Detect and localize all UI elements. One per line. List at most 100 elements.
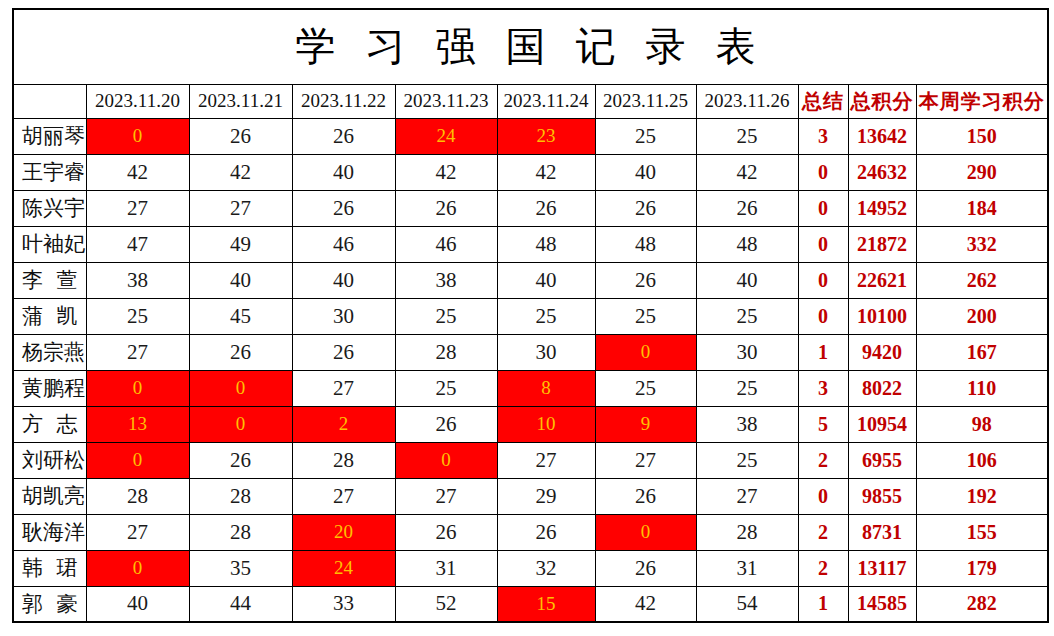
score-cell: 31	[395, 550, 497, 586]
score-cell: 15	[497, 586, 595, 622]
score-cell: 0	[86, 442, 189, 478]
student-name: 叶袖妃	[13, 226, 86, 262]
total-points-cell: 14952	[848, 190, 916, 226]
table-row: 蒲凯 25 45 30 25 25 25 25 0 10100 200	[13, 298, 1048, 334]
score-cell: 25	[86, 298, 189, 334]
score-cell: 25	[696, 370, 798, 406]
score-cell: 0	[86, 370, 189, 406]
title-row: 学 习 强 国 记 录 表	[13, 9, 1048, 84]
score-cell: 26	[497, 190, 595, 226]
score-cell: 27	[595, 442, 696, 478]
score-cell: 26	[595, 190, 696, 226]
student-name: 陈兴宇	[13, 190, 86, 226]
score-cell: 26	[696, 190, 798, 226]
score-cell: 26	[395, 190, 497, 226]
score-cell: 0	[86, 118, 189, 154]
score-cell: 35	[189, 550, 292, 586]
score-cell: 26	[292, 118, 395, 154]
score-cell: 0	[595, 514, 696, 550]
score-cell: 0	[86, 550, 189, 586]
score-cell: 25	[696, 118, 798, 154]
score-cell: 13	[86, 406, 189, 442]
score-cell: 25	[395, 298, 497, 334]
score-cell: 26	[292, 190, 395, 226]
study-record-table: 学 习 强 国 记 录 表 2023.11.20 2023.11.21 2023…	[12, 8, 1049, 623]
score-cell: 23	[497, 118, 595, 154]
table-row: 胡丽琴 0 26 26 24 23 25 25 3 13642 150	[13, 118, 1048, 154]
score-cell: 29	[497, 478, 595, 514]
document-canvas: 学 习 强 国 记 录 表 2023.11.20 2023.11.21 2023…	[0, 0, 1054, 636]
total-points-cell: 22621	[848, 262, 916, 298]
score-cell: 40	[292, 154, 395, 190]
score-cell: 0	[595, 334, 696, 370]
summary-cell: 1	[798, 334, 848, 370]
column-header-total-points: 总积分	[848, 84, 916, 118]
summary-cell: 1	[798, 586, 848, 622]
week-points-cell: 155	[916, 514, 1048, 550]
page-title: 学 习 强 国 记 录 表	[13, 9, 1048, 84]
table-row: 刘研松 0 26 28 0 27 27 25 2 6955 106	[13, 442, 1048, 478]
score-cell: 28	[395, 334, 497, 370]
table-row: 黄鹏程 0 0 27 25 8 25 25 3 8022 110	[13, 370, 1048, 406]
summary-cell: 2	[798, 442, 848, 478]
column-header-date-2: 2023.11.21	[189, 84, 292, 118]
column-header-week-points: 本周学习积分	[916, 84, 1048, 118]
student-name: 王宇睿	[13, 154, 86, 190]
score-cell: 26	[189, 442, 292, 478]
student-name: 刘研松	[13, 442, 86, 478]
summary-cell: 3	[798, 118, 848, 154]
score-cell: 48	[595, 226, 696, 262]
student-name: 胡丽琴	[13, 118, 86, 154]
score-cell: 45	[189, 298, 292, 334]
week-points-cell: 98	[916, 406, 1048, 442]
score-cell: 26	[595, 262, 696, 298]
score-cell: 38	[86, 262, 189, 298]
summary-cell: 2	[798, 550, 848, 586]
table-row: 韩珺 0 35 24 31 32 26 31 2 13117 179	[13, 550, 1048, 586]
score-cell: 47	[86, 226, 189, 262]
score-cell: 42	[497, 154, 595, 190]
table-row: 胡凯亮 28 28 27 27 29 26 27 0 9855 192	[13, 478, 1048, 514]
student-name: 杨宗燕	[13, 334, 86, 370]
table-body: 胡丽琴 0 26 26 24 23 25 25 3 13642 150 王宇睿 …	[13, 118, 1048, 622]
score-cell: 38	[395, 262, 497, 298]
score-cell: 48	[497, 226, 595, 262]
header-row: 2023.11.20 2023.11.21 2023.11.22 2023.11…	[13, 84, 1048, 118]
score-cell: 44	[189, 586, 292, 622]
summary-cell: 0	[798, 226, 848, 262]
score-cell: 30	[497, 334, 595, 370]
total-points-cell: 10954	[848, 406, 916, 442]
summary-cell: 2	[798, 514, 848, 550]
score-cell: 30	[696, 334, 798, 370]
score-cell: 26	[292, 334, 395, 370]
score-cell: 26	[595, 550, 696, 586]
score-cell: 48	[696, 226, 798, 262]
student-name: 黄鹏程	[13, 370, 86, 406]
score-cell: 10	[497, 406, 595, 442]
score-cell: 25	[595, 118, 696, 154]
table-row: 耿海洋 27 28 20 26 26 0 28 2 8731 155	[13, 514, 1048, 550]
total-points-cell: 8731	[848, 514, 916, 550]
student-name: 郭豪	[13, 586, 86, 622]
summary-cell: 0	[798, 298, 848, 334]
score-cell: 27	[86, 190, 189, 226]
student-name: 方志	[13, 406, 86, 442]
score-cell: 0	[189, 406, 292, 442]
student-name: 胡凯亮	[13, 478, 86, 514]
score-cell: 0	[395, 442, 497, 478]
week-points-cell: 200	[916, 298, 1048, 334]
student-name: 韩珺	[13, 550, 86, 586]
column-header-date-7: 2023.11.26	[696, 84, 798, 118]
week-points-cell: 192	[916, 478, 1048, 514]
total-points-cell: 24632	[848, 154, 916, 190]
score-cell: 27	[292, 478, 395, 514]
score-cell: 31	[696, 550, 798, 586]
score-cell: 28	[292, 442, 395, 478]
summary-cell: 3	[798, 370, 848, 406]
score-cell: 27	[497, 442, 595, 478]
score-cell: 24	[395, 118, 497, 154]
student-name: 李萱	[13, 262, 86, 298]
score-cell: 40	[497, 262, 595, 298]
score-cell: 40	[86, 586, 189, 622]
score-cell: 24	[292, 550, 395, 586]
